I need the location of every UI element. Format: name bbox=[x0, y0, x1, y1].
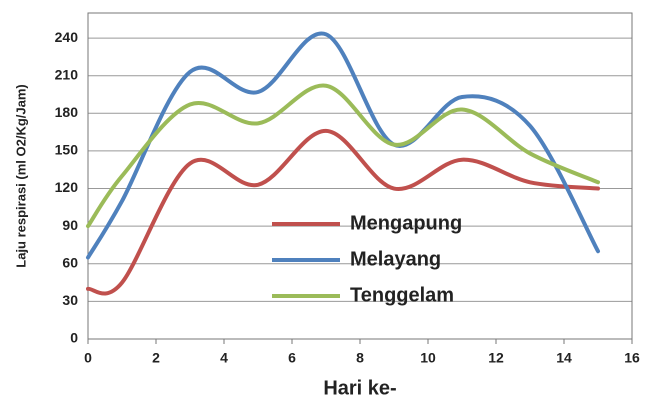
y-tick-label: 210 bbox=[55, 66, 79, 82]
x-tick-label: 16 bbox=[624, 350, 640, 366]
y-tick-label: 240 bbox=[55, 29, 79, 45]
x-tick-label: 10 bbox=[420, 350, 436, 366]
x-tick-label: 0 bbox=[84, 350, 92, 366]
x-tick-label: 8 bbox=[356, 350, 364, 366]
x-tick-label: 6 bbox=[288, 350, 296, 366]
legend-label: Melayang bbox=[350, 248, 441, 270]
series-line bbox=[86, 83, 600, 229]
x-tick-label: 14 bbox=[556, 350, 572, 366]
y-tick-label: 120 bbox=[55, 179, 79, 195]
y-axis-label: Laju respirasi (ml O2/Kg/Jam) bbox=[13, 84, 28, 268]
y-tick-label: 30 bbox=[62, 292, 78, 308]
y-tick-label: 60 bbox=[62, 254, 78, 270]
series-line bbox=[86, 31, 600, 260]
series-line bbox=[86, 128, 600, 296]
y-tick-label: 90 bbox=[62, 217, 78, 233]
x-tick-label: 12 bbox=[488, 350, 504, 366]
x-axis-label: Hari ke- bbox=[323, 377, 396, 399]
legend-label: Tenggelam bbox=[350, 284, 454, 306]
y-tick-label: 180 bbox=[55, 104, 79, 120]
x-tick-label: 2 bbox=[152, 350, 160, 366]
x-tick-label: 4 bbox=[220, 350, 228, 366]
legend-label: Mengapung bbox=[350, 212, 462, 234]
y-tick-label: 150 bbox=[55, 142, 79, 158]
y-tick-label: 0 bbox=[70, 330, 78, 346]
